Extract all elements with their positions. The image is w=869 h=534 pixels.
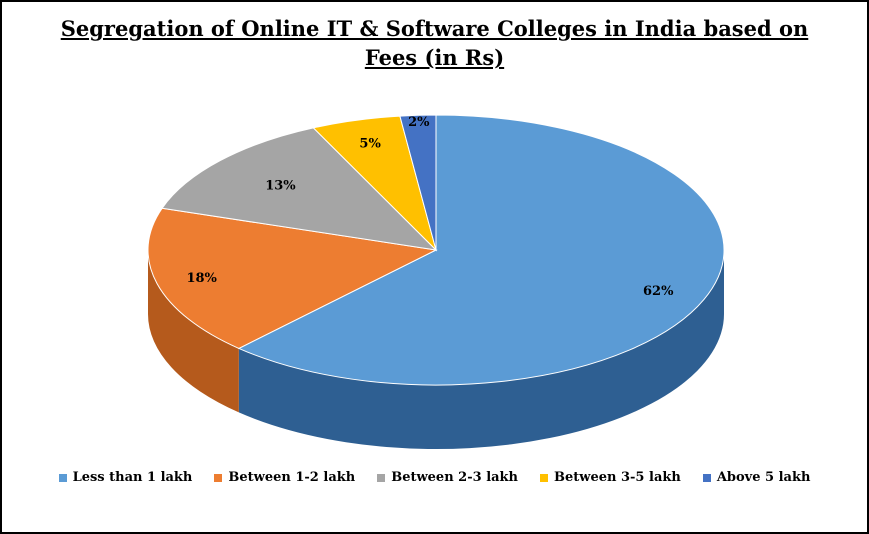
pie-slice-above-5-lakh [399,114,437,251]
legend-label: Between 3-5 lakh [554,470,681,485]
legend-item: Between 2-3 lakh [377,470,518,485]
legend-swatch [58,473,67,482]
chart-title: Segregation of Online IT & Software Coll… [2,14,867,72]
pie-side-between-1-2-lakh [148,250,239,413]
chart-title-line-2: Fees (in Rs) [364,45,505,70]
legend-item: Above 5 lakh [702,470,811,485]
data-label-less-than-1-lakh: 62% [643,284,674,299]
pie-side-walls [148,250,724,449]
legend-swatch [540,473,549,482]
legend-label: Between 2-3 lakh [391,470,519,485]
pie-slice-less-than-1-lakh [237,114,725,386]
data-label-between-2-3-lakh: 13% [265,179,296,194]
pie-slices [147,114,725,386]
legend-swatch [214,473,223,482]
pie-data-labels: 62% 18% 13% 5% 2% [186,115,674,299]
legend-item: Between 3-5 lakh [540,470,681,485]
legend-label: Less than 1 lakh [72,470,193,485]
pie-side-less-than-1-lakh [238,250,724,449]
data-label-above-5-lakh: 2% [408,115,430,130]
data-label-between-3-5-lakh: 5% [359,137,381,152]
data-label-between-1-2-lakh: 18% [186,271,217,286]
legend-swatch [377,473,386,482]
pie-slice-between-2-3-lakh [161,127,438,251]
legend-swatch [702,473,711,482]
legend-item: Less than 1 lakh [58,470,193,485]
legend-label: Above 5 lakh [716,470,811,485]
pie-slice-between-1-2-lakh [147,207,438,349]
legend-item: Between 1-2 lakh [214,470,355,485]
legend-label: Between 1-2 lakh [228,470,356,485]
chart-title-line-1: Segregation of Online IT & Software Coll… [60,16,809,41]
chart-legend: Less than 1 lakh Between 1-2 lakh Between … [2,470,867,485]
